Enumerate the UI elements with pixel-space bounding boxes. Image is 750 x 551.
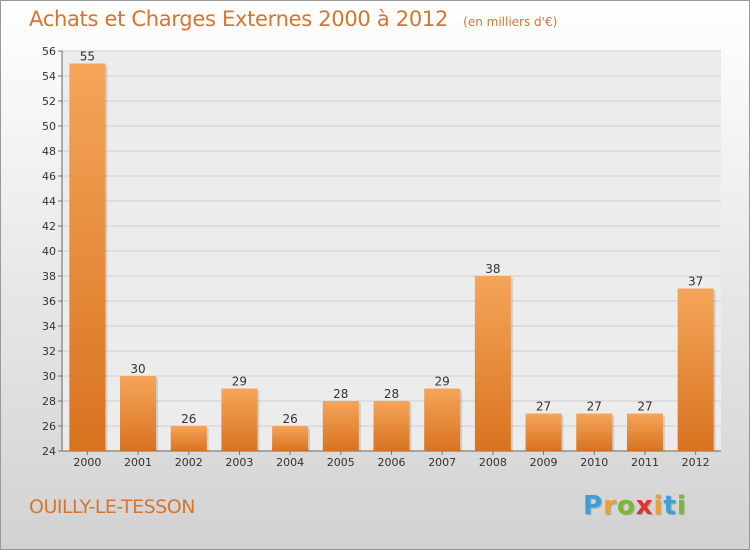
bar-value-label: 28 xyxy=(384,387,399,401)
bar-value-label: 27 xyxy=(536,400,551,414)
chart-subtitle: (en milliers d'€) xyxy=(463,15,558,29)
y-tick-label: 48 xyxy=(42,145,56,158)
logo-letter: i xyxy=(676,491,687,521)
bar-value-label: 55 xyxy=(80,50,95,64)
logo-letter: o xyxy=(616,491,636,521)
x-tick-label: 2000 xyxy=(73,456,101,469)
bar xyxy=(474,276,511,451)
x-tick-label: 2003 xyxy=(225,456,253,469)
bar xyxy=(373,401,410,451)
bar xyxy=(626,413,663,451)
bar-value-label: 27 xyxy=(587,400,602,414)
bar xyxy=(120,376,157,451)
chart-title: Achats et Charges Externes 2000 à 2012 xyxy=(29,7,449,31)
y-tick-label: 28 xyxy=(42,395,56,408)
x-tick-label: 2002 xyxy=(175,456,203,469)
x-tick-label: 2010 xyxy=(580,456,608,469)
x-tick-label: 2009 xyxy=(530,456,558,469)
bar xyxy=(525,413,562,451)
bar-value-label: 29 xyxy=(232,375,247,389)
y-tick-label: 56 xyxy=(42,45,56,58)
location-name: OUILLY-LE-TESSON xyxy=(29,496,195,518)
bar xyxy=(170,426,207,451)
x-tick-label: 2012 xyxy=(682,456,710,469)
bar xyxy=(677,288,714,451)
y-tick-label: 44 xyxy=(42,195,56,208)
y-tick-label: 34 xyxy=(42,320,56,333)
bar-value-label: 37 xyxy=(688,275,703,289)
y-tick-label: 46 xyxy=(42,170,56,183)
y-tick-label: 26 xyxy=(42,420,56,433)
y-tick-label: 24 xyxy=(42,445,56,458)
bar xyxy=(576,413,613,451)
bar xyxy=(272,426,309,451)
y-tick-label: 42 xyxy=(42,220,56,233)
bar-value-label: 26 xyxy=(181,412,196,426)
x-tick-label: 2011 xyxy=(631,456,659,469)
y-tick-label: 52 xyxy=(42,95,56,108)
y-tick-label: 36 xyxy=(42,295,56,308)
bar xyxy=(424,388,461,451)
bar-value-label: 29 xyxy=(435,375,450,389)
logo-letter: i xyxy=(653,491,664,521)
x-tick-label: 2001 xyxy=(124,456,152,469)
y-tick-label: 32 xyxy=(42,345,56,358)
x-tick-label: 2008 xyxy=(479,456,507,469)
logo-letter: x xyxy=(635,491,654,521)
y-tick-label: 30 xyxy=(42,370,56,383)
y-tick-label: 54 xyxy=(42,70,56,83)
logo-letter: r xyxy=(603,491,617,521)
brand-logo[interactable]: Proxiti xyxy=(583,491,687,521)
x-tick-label: 2006 xyxy=(378,456,406,469)
y-tick-label: 50 xyxy=(42,120,56,133)
x-tick-label: 2004 xyxy=(276,456,304,469)
bar xyxy=(322,401,359,451)
y-tick-label: 40 xyxy=(42,245,56,258)
bar-value-label: 26 xyxy=(282,412,297,426)
x-tick-label: 2007 xyxy=(428,456,456,469)
bar-value-label: 28 xyxy=(333,387,348,401)
bar-value-label: 30 xyxy=(130,362,145,376)
bar-value-label: 27 xyxy=(637,400,652,414)
y-tick-label: 38 xyxy=(42,270,56,283)
bar xyxy=(221,388,258,451)
logo-letter: P xyxy=(583,491,604,521)
logo-letter: t xyxy=(663,491,677,521)
bar xyxy=(69,63,106,451)
bar-value-label: 38 xyxy=(485,262,500,276)
chart-title-row: Achats et Charges Externes 2000 à 2012 (… xyxy=(29,7,557,31)
x-tick-label: 2005 xyxy=(327,456,355,469)
